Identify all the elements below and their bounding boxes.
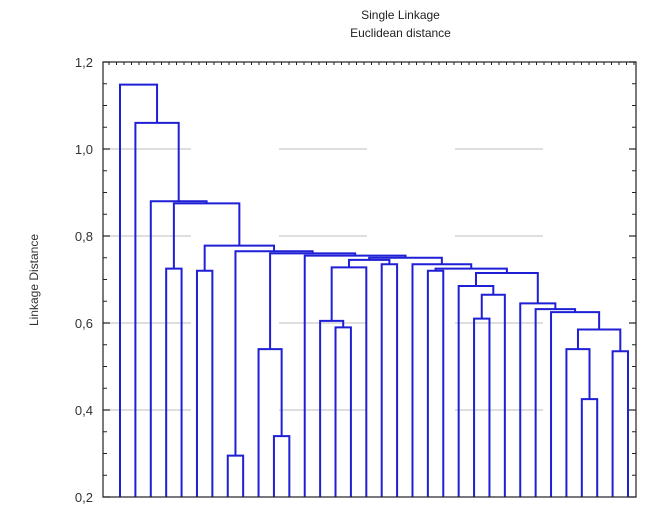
dendrogram-link [205,246,274,271]
dendrogram-link [482,295,505,497]
dendrogram-link [476,273,538,303]
y-tick-label: 0,8 [75,229,93,244]
y-tick-label: 0,6 [75,316,93,331]
dendrogram-link [135,123,178,497]
dendrogram-links [120,85,628,497]
dendrogram-link [566,349,589,497]
dendrogram-link [428,271,443,497]
dendrogram-link [228,456,243,497]
y-axis-label: Linkage Distance [27,234,41,326]
dendrogram-link [578,330,620,352]
dendrogram-link [197,271,212,497]
dendrogram-link [412,264,471,497]
dendrogram-link [336,327,351,497]
dendrogram-link [582,399,597,497]
dendrogram-link [332,267,367,497]
plot-frame [103,62,636,497]
dendrogram-link [536,309,575,497]
dendrogram-link [613,351,628,497]
y-tick-label: 1,2 [75,55,93,70]
y-tick-labels: 0,2 0,4 0,6 0,8 1,0 1,2 [75,55,93,505]
dendrogram-link [474,319,489,497]
dendrogram-link [166,269,181,497]
dendrogram-link [320,321,343,497]
dendrogram-link [274,436,289,497]
dendrogram-link [151,201,207,497]
grid-lines [103,149,636,410]
dendrogram-link [235,251,312,455]
dendrogram-link [382,264,397,497]
y-tick-label: 0,4 [75,403,93,418]
y-tick-label: 0,2 [75,490,93,505]
dendrogram-link [551,312,599,497]
dendrogram-link [259,349,282,497]
y-tick-label: 1,0 [75,142,93,157]
axis-ticks [103,62,636,497]
